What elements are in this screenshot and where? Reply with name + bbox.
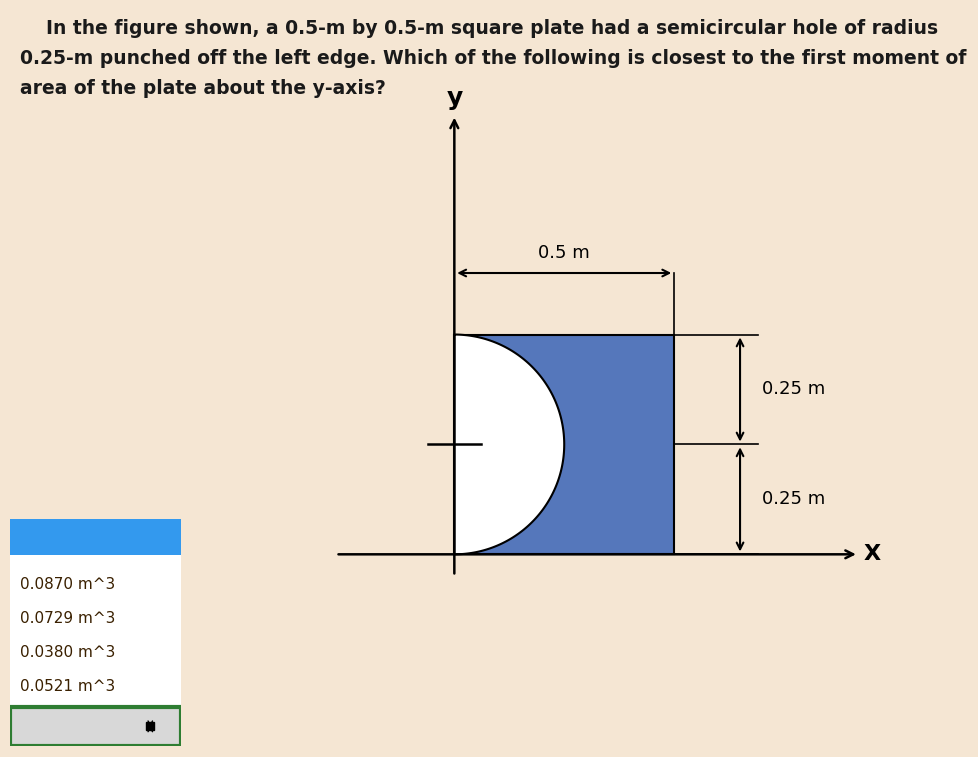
Text: 0.5 m: 0.5 m: [538, 244, 590, 262]
Text: 0.0870 m^3: 0.0870 m^3: [20, 577, 115, 592]
Text: X: X: [863, 544, 879, 564]
Text: 0.0729 m^3: 0.0729 m^3: [20, 611, 115, 626]
Bar: [10, 519, 181, 555]
Text: 0.0380 m^3: 0.0380 m^3: [20, 645, 115, 660]
Polygon shape: [454, 335, 674, 554]
Polygon shape: [454, 335, 563, 554]
Text: 0.25 m: 0.25 m: [761, 381, 824, 398]
Bar: [10, 707, 181, 746]
Text: 0.25-m punched off the left edge. Which of the following is closest to the first: 0.25-m punched off the left edge. Which …: [20, 49, 965, 68]
Text: In the figure shown, a 0.5-m by 0.5-m square plate had a semicircular hole of ra: In the figure shown, a 0.5-m by 0.5-m sq…: [20, 19, 937, 38]
Text: 0.0521 m^3: 0.0521 m^3: [20, 679, 115, 694]
Text: area of the plate about the y-axis?: area of the plate about the y-axis?: [20, 79, 385, 98]
Bar: [10, 519, 181, 705]
Text: y: y: [446, 86, 462, 111]
Text: 0.25 m: 0.25 m: [761, 491, 824, 509]
